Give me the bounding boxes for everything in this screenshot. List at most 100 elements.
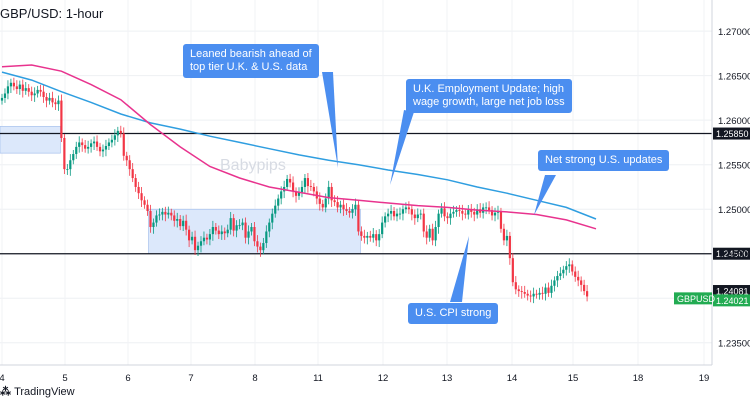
candle-body	[268, 222, 271, 232]
candle-body	[84, 145, 87, 149]
symbol-tag	[674, 292, 712, 305]
candle-body	[78, 142, 81, 147]
candle-body	[143, 200, 146, 205]
x-tick-label: 13	[442, 373, 453, 384]
candle-body	[434, 227, 437, 241]
price-tag	[713, 294, 750, 307]
candle-body	[101, 149, 105, 152]
candle-body	[122, 133, 125, 156]
candle-body	[271, 213, 274, 223]
y-tick-label: 1.25500	[718, 161, 750, 172]
candle-body	[312, 186, 315, 192]
x-tick-label: 18	[633, 373, 644, 384]
candle-body	[223, 231, 226, 234]
candle-body	[550, 285, 553, 293]
candle-body	[324, 198, 327, 208]
candle-body	[523, 292, 526, 294]
x-tick-label: 19	[699, 373, 710, 384]
candle-body	[15, 86, 18, 90]
candle-body	[357, 204, 360, 232]
candle-body	[205, 237, 209, 240]
candle-body	[190, 236, 194, 241]
candle-body	[155, 215, 158, 223]
candle-body	[336, 202, 339, 208]
candle-body	[235, 225, 238, 231]
candle-body	[354, 204, 357, 210]
x-tick-label: 7	[188, 373, 193, 384]
candle-body	[274, 205, 277, 214]
candle-body	[476, 209, 479, 215]
y-tick-label: 1.24500	[718, 250, 750, 261]
candle-body	[146, 204, 149, 211]
candle-body	[458, 210, 461, 211]
x-tick-label: 11	[313, 373, 323, 384]
grid	[0, 0, 712, 365]
candle-body	[193, 236, 197, 251]
candle-body	[422, 213, 425, 232]
candle-body	[173, 215, 176, 221]
candle-body	[514, 282, 517, 290]
candle-body	[502, 228, 506, 241]
candle-body	[199, 241, 203, 246]
candle-body	[137, 186, 140, 194]
candle-body	[360, 231, 363, 236]
candle-body	[134, 178, 137, 187]
candle-body	[72, 154, 75, 161]
candle-body	[125, 155, 128, 161]
y-tick-label: 1.25000	[718, 205, 750, 216]
candle-body	[535, 293, 538, 295]
callout-us-cpi: U.S. CPI strong	[408, 303, 499, 324]
level-tag	[713, 127, 750, 140]
candle-body	[170, 212, 173, 216]
x-tick-label: 12	[378, 373, 389, 384]
candle-body	[262, 243, 265, 251]
candle-body	[167, 212, 170, 215]
candle-body	[387, 213, 390, 217]
candle-body	[568, 264, 571, 267]
callout-uk-employment: U.K. Employment Update; high wage growth…	[406, 79, 572, 113]
candle-body	[547, 287, 550, 293]
candle-body	[381, 222, 384, 235]
candle-body	[467, 210, 470, 215]
ma-fast-line	[1, 71, 597, 220]
candle-body	[158, 214, 161, 216]
candle-body	[229, 218, 232, 230]
candle-body	[36, 89, 39, 94]
candle-body	[339, 204, 342, 208]
candle-body	[419, 213, 422, 215]
level-tag-label: 1.24500	[716, 249, 749, 259]
candle-body	[487, 207, 491, 211]
candle-body	[164, 211, 167, 215]
candle-body	[473, 211, 476, 215]
candle-body	[538, 292, 541, 295]
candle-body	[330, 186, 333, 201]
candle-body	[60, 100, 63, 138]
candle-body	[98, 146, 102, 152]
candle-body	[559, 273, 562, 276]
y-tick-label: 1.23500	[718, 339, 750, 350]
candle-body	[6, 86, 10, 94]
x-tick-label: 4	[0, 373, 5, 384]
candle-body	[321, 203, 324, 208]
candle-body	[499, 211, 503, 229]
candle-body	[179, 219, 182, 227]
candle-body	[259, 246, 262, 251]
candle-body	[30, 91, 33, 96]
candle-body	[490, 210, 494, 216]
x-tick-label: 15	[568, 373, 579, 384]
candle-body	[149, 210, 152, 228]
candle-body	[363, 235, 366, 238]
candle-body	[66, 169, 69, 170]
candle-body	[431, 228, 434, 241]
candle-body	[384, 216, 387, 223]
candle-body	[128, 160, 131, 170]
candle-body	[580, 280, 583, 285]
zones	[0, 126, 361, 255]
candle-body	[526, 293, 529, 296]
candle-body	[574, 271, 577, 277]
candle-body	[425, 231, 428, 238]
candle-body	[416, 214, 419, 219]
candle-body	[496, 211, 500, 213]
candle-body	[131, 169, 134, 179]
